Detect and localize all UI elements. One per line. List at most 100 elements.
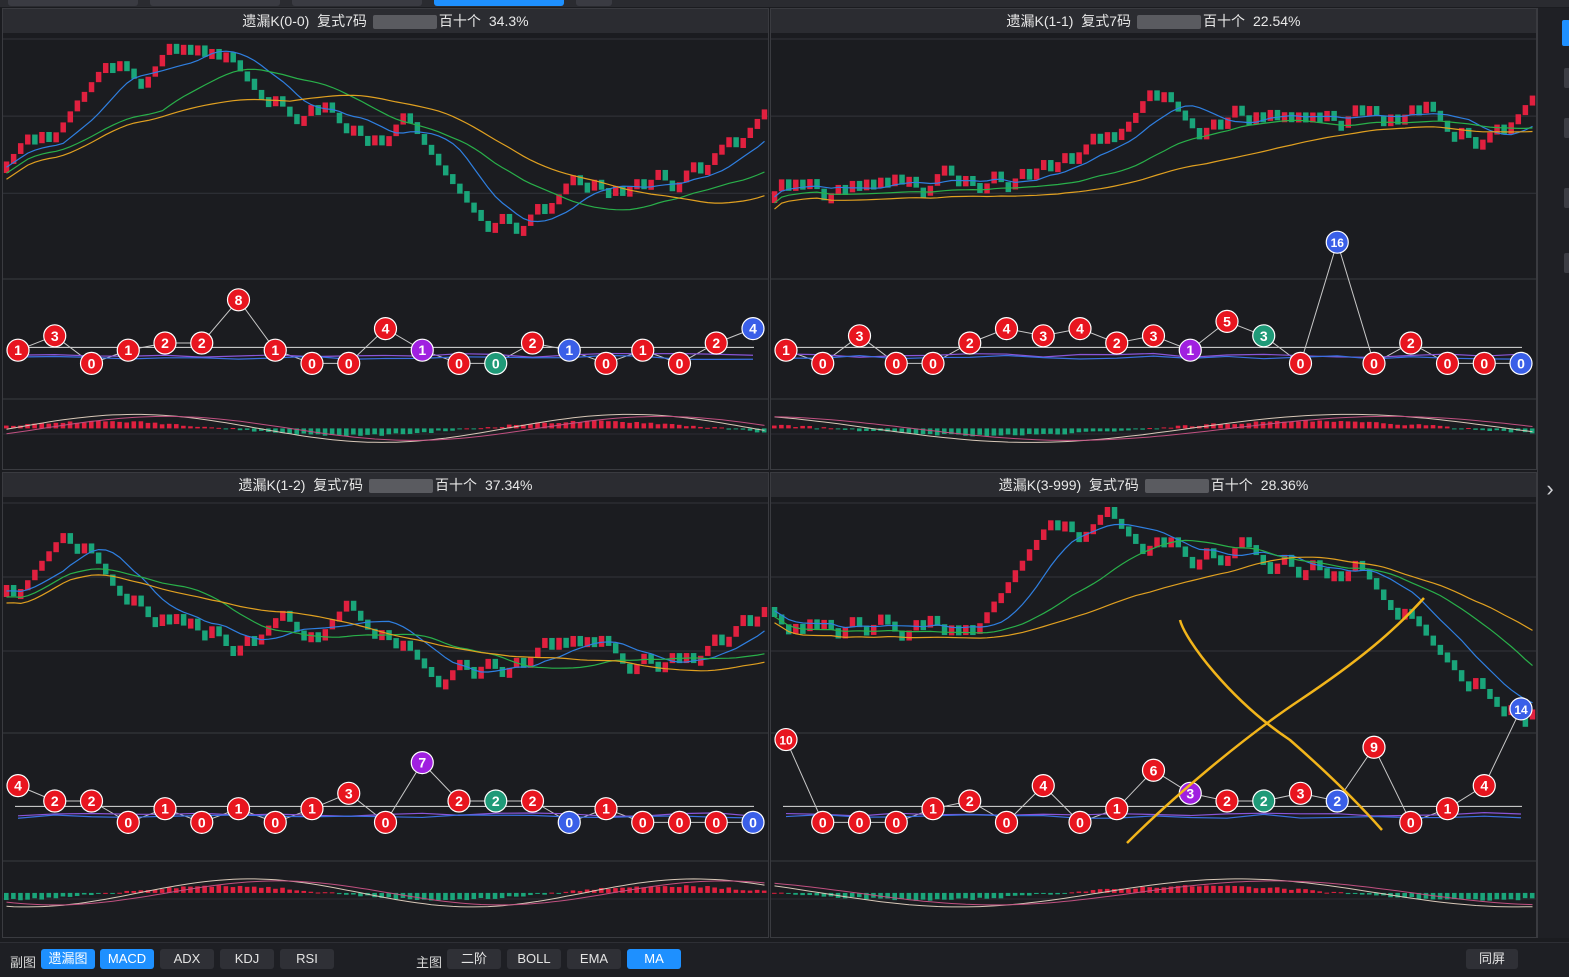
candle bbox=[1303, 570, 1309, 581]
miss-bubble-value: 2 bbox=[1407, 335, 1415, 351]
macd-bar bbox=[772, 425, 777, 429]
macd-bar bbox=[849, 428, 855, 430]
panel-digits: 百十个 bbox=[438, 13, 481, 29]
candle bbox=[95, 552, 102, 564]
macd-bar bbox=[1395, 424, 1400, 429]
macd-bar bbox=[570, 420, 576, 429]
candle bbox=[669, 180, 676, 192]
macd-bar bbox=[166, 887, 172, 893]
macd-bar bbox=[436, 892, 441, 901]
candle bbox=[878, 614, 884, 625]
right-sidebar bbox=[1537, 8, 1569, 938]
miss-bubble-circle bbox=[153, 331, 177, 355]
panel-canvas[interactable]: 4 2 2 0 1 0 1 0 1 3 0 7 2 2 2 0 1 0 0 0 0 bbox=[3, 497, 768, 937]
candle bbox=[67, 533, 74, 544]
candle bbox=[690, 162, 697, 173]
miss-bubble-value: 2 bbox=[88, 793, 96, 809]
macd-bar bbox=[655, 424, 661, 429]
sidebar-grip[interactable] bbox=[1564, 253, 1569, 273]
miss-bubble-value: 3 bbox=[1260, 328, 1268, 344]
sub-btn-macd[interactable]: MACD bbox=[100, 949, 154, 969]
macd-bar bbox=[4, 425, 9, 429]
candle bbox=[535, 647, 541, 658]
candle bbox=[998, 171, 1004, 183]
candle bbox=[856, 617, 863, 628]
macd-bar bbox=[1232, 885, 1237, 893]
chart-panel-1-1[interactable]: 遗漏K(1-1) 复式7码 百十个 22.54% 1 0 3 0 0 2 4 3 4 2 3 1 5 3 0 16… bbox=[770, 8, 1537, 470]
miss-bubble-value: 0 bbox=[892, 355, 900, 371]
main-btn-ma[interactable]: MA bbox=[627, 949, 681, 969]
candle bbox=[513, 222, 520, 234]
top-tab[interactable] bbox=[292, 0, 422, 6]
sub-btn-rsi[interactable]: RSI bbox=[280, 949, 334, 969]
candle bbox=[1069, 521, 1075, 533]
top-tab[interactable] bbox=[8, 0, 138, 6]
macd-bar bbox=[393, 892, 399, 900]
candle bbox=[1409, 608, 1415, 619]
panel-canvas[interactable]: 1 3 0 1 2 2 8 1 0 0 4 1 0 0 2 1 0 1 0 2 4 bbox=[3, 33, 768, 469]
macd-bar bbox=[280, 887, 285, 893]
sub-btn-adx[interactable]: ADX bbox=[160, 949, 214, 969]
miss-bubble: 0 bbox=[704, 810, 728, 834]
candle bbox=[39, 132, 45, 144]
sidebar-accent[interactable] bbox=[1562, 20, 1569, 46]
candle bbox=[1359, 560, 1366, 571]
macd-bar bbox=[499, 426, 505, 429]
macd-bar bbox=[542, 422, 547, 429]
candle bbox=[1026, 549, 1033, 561]
candle bbox=[1274, 563, 1281, 574]
panel-canvas[interactable]: 1 0 3 0 0 2 4 3 4 2 3 1 5 3 0 16 0 2 0 0 0 bbox=[771, 33, 1536, 469]
main-btn-boll[interactable]: BOLL bbox=[507, 949, 561, 969]
sidebar-grip[interactable] bbox=[1564, 118, 1569, 138]
miss-bubble-value: 10 bbox=[779, 734, 793, 748]
same-screen-button[interactable]: 同屏 bbox=[1466, 949, 1518, 969]
miss-bubble-circle bbox=[1068, 810, 1092, 834]
top-tab-add[interactable] bbox=[576, 0, 612, 6]
candle bbox=[25, 580, 31, 591]
candle bbox=[740, 615, 746, 627]
candle bbox=[485, 220, 491, 232]
sidebar-grip[interactable] bbox=[1564, 188, 1569, 208]
macd-bar bbox=[1260, 421, 1266, 429]
candle bbox=[124, 593, 130, 605]
macd-bar bbox=[358, 892, 363, 897]
miss-bubble: 4 bbox=[994, 317, 1019, 341]
chevron-right-icon[interactable]: › bbox=[1546, 476, 1554, 501]
macd-bar bbox=[1168, 886, 1174, 893]
candle bbox=[1203, 127, 1210, 140]
chart-panel-3-999[interactable]: 遗漏K(3-999) 复式7码 百十个 28.36% 10 0 0 0 1 2 0 4 0 1 6 3 2 2… bbox=[770, 472, 1537, 938]
sub-btn-kdj[interactable]: KDJ bbox=[220, 949, 274, 969]
main-btn-second-order[interactable]: 二阶 bbox=[447, 949, 501, 969]
macd-bar bbox=[1104, 888, 1110, 893]
top-tab[interactable] bbox=[150, 0, 280, 6]
candle bbox=[1083, 144, 1089, 155]
macd-bar bbox=[641, 887, 647, 893]
macd-bar bbox=[648, 886, 654, 893]
macd-bar bbox=[471, 892, 477, 900]
macd-bar bbox=[1529, 892, 1535, 899]
candle bbox=[835, 184, 842, 195]
miss-bubble-value: 14 bbox=[1514, 703, 1528, 717]
macd-bar bbox=[124, 422, 129, 429]
main-btn-ema[interactable]: EMA bbox=[567, 949, 621, 969]
macd-bar bbox=[779, 892, 784, 894]
miss-bubble-value: 1 bbox=[1444, 801, 1452, 817]
miss-bubble: 5 bbox=[1215, 309, 1239, 333]
sub-btn-miss-chart[interactable]: 遗漏图 bbox=[41, 949, 95, 969]
macd-bar bbox=[1041, 428, 1046, 434]
macd-bar bbox=[807, 892, 812, 896]
macd-bar bbox=[1289, 421, 1294, 429]
miss-bubble-value: 2 bbox=[1333, 793, 1341, 809]
miss-bubble-circle bbox=[116, 338, 140, 362]
sidebar-grip[interactable] bbox=[1564, 68, 1569, 88]
candle bbox=[1480, 139, 1486, 150]
chart-panel-1-2[interactable]: 遗漏K(1-2) 复式7码 百十个 37.34% 4 2 2 0 1 0 1 0 1 3 0 7 2 2 2 0 1… bbox=[2, 472, 769, 938]
candle bbox=[676, 182, 683, 193]
top-tab-active[interactable] bbox=[434, 0, 564, 6]
candle bbox=[1055, 162, 1061, 173]
macd-bar bbox=[691, 886, 696, 893]
macd-dea-line bbox=[6, 880, 765, 906]
miss-bubble: 3 bbox=[1031, 324, 1055, 348]
